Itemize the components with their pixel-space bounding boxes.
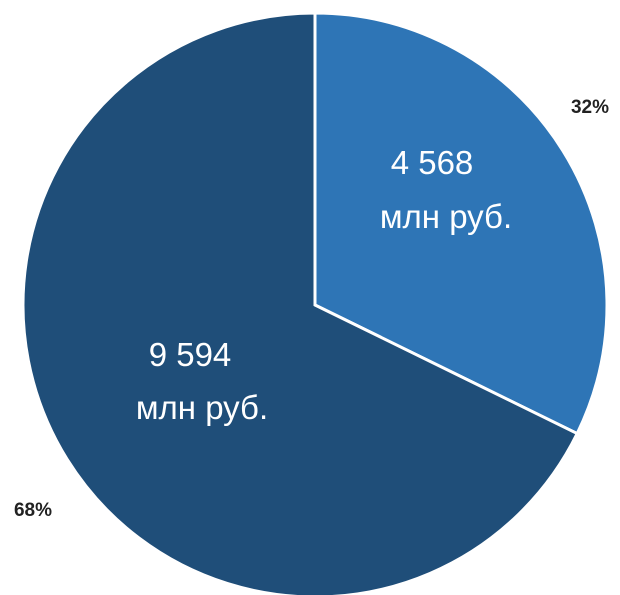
slice-2-percent-label: 68% xyxy=(14,500,52,521)
pie-slice-2 xyxy=(21,11,580,595)
pie-slices xyxy=(21,11,609,595)
slice-2-unit-label: млн руб. xyxy=(136,389,268,426)
slice-2-value-label: 9 594 xyxy=(149,336,232,373)
pie-slice-1 xyxy=(313,11,609,436)
slice-1-unit-label: млн руб. xyxy=(380,198,512,235)
slice-1-percent-label: 32% xyxy=(571,97,609,118)
slice-1-value-label: 4 568 xyxy=(391,144,474,181)
